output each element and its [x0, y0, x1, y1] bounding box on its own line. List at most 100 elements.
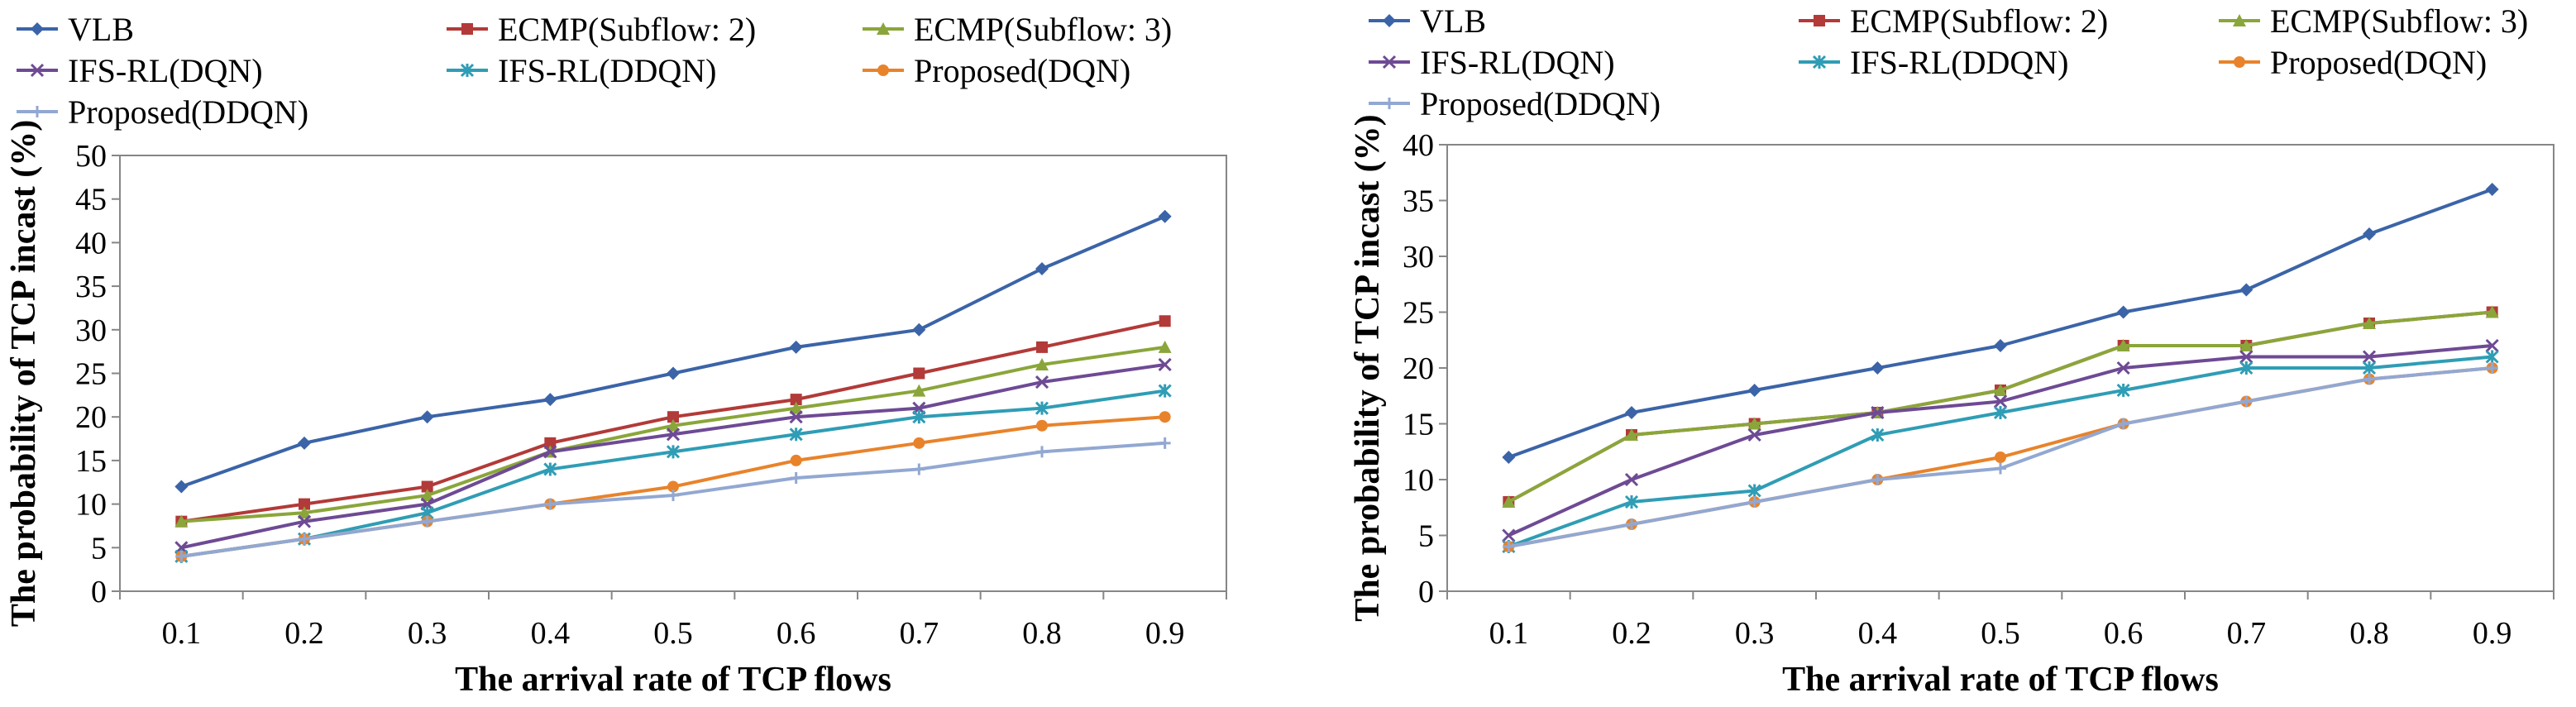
x-tick-label: 0.6 — [2104, 616, 2143, 651]
data-point — [2239, 339, 2253, 351]
legend-label: ECMP(Subflow: 3) — [914, 11, 1172, 48]
data-point — [2116, 305, 2130, 319]
legend-item: Proposed(DQN) — [2219, 44, 2487, 81]
data-point — [1502, 528, 1516, 542]
data-point — [2117, 418, 2129, 430]
legend-swatch-marker — [877, 64, 889, 76]
data-point — [2485, 183, 2499, 196]
data-point — [543, 445, 557, 459]
data-point — [544, 498, 557, 510]
x-axis-title: The arrival rate of TCP flows — [455, 661, 891, 699]
legend-item: ECMP(Subflow: 3) — [2219, 2, 2528, 40]
data-point — [1871, 405, 1885, 420]
data-point — [421, 480, 433, 493]
legend-swatch-marker — [1812, 55, 1827, 69]
legend-swatch-marker — [460, 63, 475, 78]
data-point — [1995, 451, 2006, 463]
legend-item: Proposed(DDQN) — [1369, 85, 1661, 122]
series-line — [1508, 344, 2492, 537]
data-point — [2240, 395, 2253, 408]
data-point — [666, 445, 681, 459]
chart-left: 0 5 10 15 20 25 30 35 40 45 50 0.1 0.2 0.3 0.4 0.5 0.6 0.… — [5, 11, 1227, 699]
legend-label: ECMP(Subflow: 3) — [2270, 2, 2528, 40]
data-point — [1625, 428, 1638, 441]
data-point — [667, 480, 679, 493]
y-axis-title: The probability of TCP incast (%) — [5, 120, 43, 627]
data-point — [2362, 361, 2377, 375]
data-point — [667, 366, 680, 380]
data-point — [1626, 518, 1637, 530]
y-tick-label: 35 — [1403, 184, 1434, 219]
data-point — [420, 410, 434, 424]
data-point — [667, 411, 679, 423]
data-point — [1035, 375, 1049, 389]
data-point — [1625, 406, 1638, 419]
y-tick-label: 15 — [1403, 408, 1434, 442]
data-point — [2485, 350, 2499, 364]
legend-label: VLB — [1420, 2, 1486, 40]
legend-swatch-marker — [1384, 98, 1395, 109]
legend-swatch-marker — [1382, 55, 1397, 69]
data-point — [1035, 401, 1049, 415]
y-tick-label: 10 — [1403, 463, 1434, 498]
legend-swatch-marker — [1814, 15, 1825, 26]
x-tick-label: 0.7 — [900, 616, 939, 651]
legend-label: IFS-RL(DQN) — [1420, 44, 1615, 81]
legend-label: Proposed(DDQN) — [1420, 85, 1661, 122]
data-point — [2116, 339, 2130, 351]
data-point — [1159, 411, 1171, 423]
data-point — [2485, 305, 2499, 318]
data-point — [2363, 227, 2376, 241]
data-point — [1158, 357, 1172, 372]
chart-right: 0 5 10 15 20 25 30 35 40 0.1 0.2 0.3 0.4 0.5 0.6 0.7 0.8… — [1349, 2, 2554, 699]
y-tick-label: 25 — [75, 357, 107, 392]
y-tick-label: 0 — [91, 575, 107, 609]
data-point — [543, 393, 557, 407]
data-point — [789, 340, 803, 354]
data-point — [2116, 361, 2130, 375]
data-point — [2485, 338, 2499, 353]
legend-item: Proposed(DQN) — [863, 52, 1130, 89]
data-point — [543, 462, 557, 476]
y-tick-label: 50 — [75, 139, 107, 174]
y-tick-label: 30 — [1403, 240, 1434, 275]
y-tick-label: 20 — [75, 400, 107, 435]
data-point — [175, 550, 188, 562]
data-point — [912, 322, 926, 337]
legend-swatch-marker — [877, 22, 890, 35]
x-tick-label: 0.2 — [284, 616, 324, 651]
data-point — [666, 428, 681, 442]
legend-item: ECMP(Subflow: 2) — [447, 11, 756, 48]
legend-label: Proposed(DDQN) — [68, 93, 308, 131]
data-point — [299, 533, 310, 545]
series-ifs-rl-dqn — [1502, 338, 2499, 542]
y-tick-label: 25 — [1403, 296, 1434, 331]
data-point — [1994, 339, 2007, 352]
y-tick-label: 5 — [1418, 519, 1434, 554]
data-point — [1993, 405, 2008, 420]
data-point — [913, 367, 925, 380]
data-point — [913, 437, 925, 449]
x-axis-title: The arrival rate of TCP flows — [1782, 661, 2219, 699]
y-tick-label: 40 — [75, 226, 107, 260]
data-point — [1159, 437, 1171, 449]
data-point — [1747, 417, 1761, 430]
x-tick-label: 0.8 — [1022, 616, 1062, 651]
data-point — [298, 506, 311, 519]
y-tick-label: 20 — [1403, 351, 1434, 386]
data-point — [1502, 495, 1516, 508]
legend-swatch-marker — [31, 106, 43, 117]
data-point — [2363, 317, 2376, 329]
y-tick-label: 45 — [75, 183, 107, 217]
x-tick-label: 0.1 — [1489, 616, 1529, 651]
data-point — [789, 401, 803, 414]
data-point — [1747, 428, 1761, 442]
y-tick-label: 30 — [75, 313, 107, 348]
data-point — [1036, 341, 1048, 353]
data-point — [789, 410, 803, 424]
x-tick-label: 0.4 — [531, 616, 571, 651]
legend-swatch-marker — [461, 23, 473, 35]
x-tick-label: 0.7 — [2227, 616, 2267, 651]
y-tick-label: 0 — [1418, 575, 1434, 609]
